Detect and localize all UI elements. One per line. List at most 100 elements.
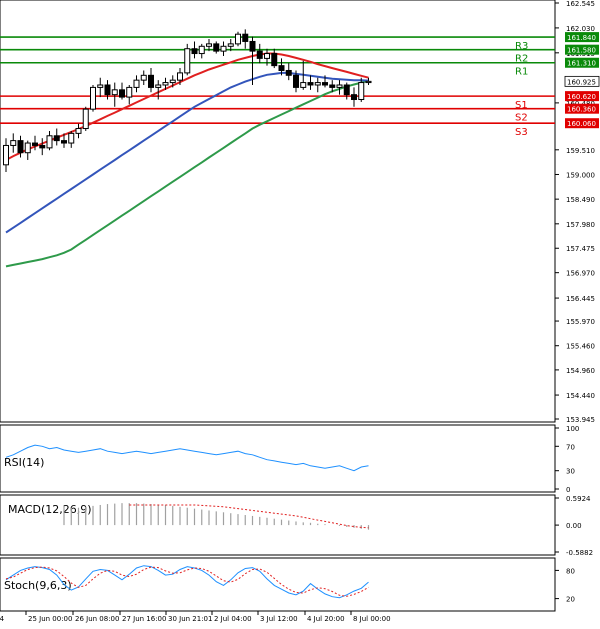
candle-body [358, 82, 365, 101]
price-y-tick-label: 162.545 [566, 0, 595, 8]
macd-y-tick-label: -0.5882 [566, 549, 593, 557]
stoch-lines [5, 565, 369, 599]
rsi-panel-frame [0, 424, 556, 493]
candles [3, 29, 372, 173]
price-y-tick-label: 159.510 [566, 147, 595, 155]
x-tick-label: 26 Jun 08:00 [75, 615, 119, 623]
candle-body [191, 48, 198, 55]
macd-histogram [63, 503, 370, 530]
rsi-polyline [5, 444, 369, 472]
candle-body [351, 94, 357, 101]
pivot-name-s1: S1 [515, 100, 528, 111]
macd-signal-line [129, 504, 369, 529]
rsi-y-tick-label: 70 [566, 443, 575, 451]
candle-body [293, 74, 299, 88]
pivot-badge-r1 [565, 57, 599, 68]
stoch-panel: Stoch(9,6,3) 80 20 [0, 557, 575, 612]
pivot-badge-s1 [565, 91, 599, 102]
x-tick-label: 25 Jun 00:00 [28, 615, 72, 623]
rsi-title: RSI(14) [4, 456, 44, 469]
candle-body [75, 128, 82, 134]
candle-body [169, 79, 176, 84]
ma-red-line [5, 52, 369, 161]
pivot-name-s2: S2 [515, 113, 528, 124]
rsi-y-tick-label: 0 [566, 486, 570, 494]
pivot-value-r3: 161.840 [567, 34, 596, 42]
candle-body [126, 86, 133, 98]
price-y-tick-label: 156.970 [566, 270, 595, 278]
candle-body [365, 80, 372, 84]
candle-body [32, 142, 38, 146]
candle-body [307, 82, 314, 86]
candle-body [249, 40, 256, 52]
stoch-y-tick-label: 20 [566, 596, 575, 604]
price-y-tick-label: 157.980 [566, 221, 595, 229]
pivot-value-s1: 160.620 [567, 93, 596, 101]
pivot-badge-s2 [565, 103, 599, 114]
candle-body [285, 69, 292, 76]
candle-body [220, 45, 227, 52]
price-y-tick-label: 154.440 [566, 392, 595, 400]
ma-blue-line [5, 71, 369, 234]
current-price-label: 160.925 [567, 78, 596, 86]
pivot-badge-s3 [565, 118, 599, 129]
macd-y-axis: 0.5924 0.00 -0.5882 [555, 495, 593, 557]
candle-body [343, 84, 350, 96]
price-y-tick-label: 157.475 [566, 245, 595, 253]
candle-body [242, 33, 249, 42]
candle-body [162, 82, 169, 86]
price-y-tick-label: 159.000 [566, 171, 595, 179]
candle-body [264, 53, 270, 59]
candle-body [184, 48, 191, 74]
candle-body [148, 74, 154, 88]
candle-body [314, 82, 321, 86]
moving-averages [5, 52, 369, 268]
candle-body [10, 140, 17, 146]
pivot-name-r3: R3 [515, 41, 528, 52]
candle-body [271, 53, 278, 67]
x-tick-label: 2 Jul 04:00 [214, 615, 252, 623]
rsi-y-axis: 100 70 30 0 [555, 425, 579, 494]
pivot-value-s3: 160.060 [567, 120, 596, 128]
stoch-main-polyline [5, 565, 369, 599]
candle-body [206, 43, 212, 47]
macd-y-tick-label: 0.5924 [566, 495, 591, 503]
candle-body [24, 142, 31, 154]
x-tick-label: 30 Jun 21:01 [168, 615, 212, 623]
candle-body [278, 65, 285, 71]
candle-body [329, 84, 336, 88]
price-y-tick-label: 158.490 [566, 196, 595, 204]
macd-y-tick-label: 0.00 [566, 522, 582, 530]
candle-body [155, 84, 162, 88]
price-y-tick-label: 162.030 [566, 25, 595, 33]
rsi-line [5, 444, 369, 472]
x-tick-label: 8 Jul 00:00 [353, 615, 391, 623]
pivot-name-r2: R2 [515, 54, 528, 65]
pivot-badge-r2 [565, 44, 599, 55]
candle-body [82, 108, 89, 130]
rsi-panel: RSI(14) 100 70 30 0 [0, 424, 579, 494]
candle-body [336, 84, 343, 88]
x-tick-label: 4 Jul 20:00 [307, 615, 345, 623]
candle-body [256, 50, 263, 59]
stoch-title: Stoch(9,6,3) [4, 579, 72, 592]
candle-body [177, 72, 183, 81]
candle-body [39, 144, 46, 149]
candle-body [198, 45, 205, 55]
candle-body [97, 84, 104, 88]
candle-body [61, 140, 67, 144]
pivot-name-s3: S3 [515, 127, 528, 138]
ma-green-line [5, 79, 369, 268]
candle-body [133, 79, 140, 88]
candle-body [3, 144, 9, 166]
candle-body [322, 82, 328, 86]
candle-body [90, 86, 96, 110]
candle-body [227, 43, 234, 47]
macd-signal-polyline [129, 504, 369, 529]
candle-body [17, 140, 24, 154]
price-y-tick-label: 156.445 [566, 295, 595, 303]
x-tick-label: 24 Jun 2024 [0, 615, 5, 623]
